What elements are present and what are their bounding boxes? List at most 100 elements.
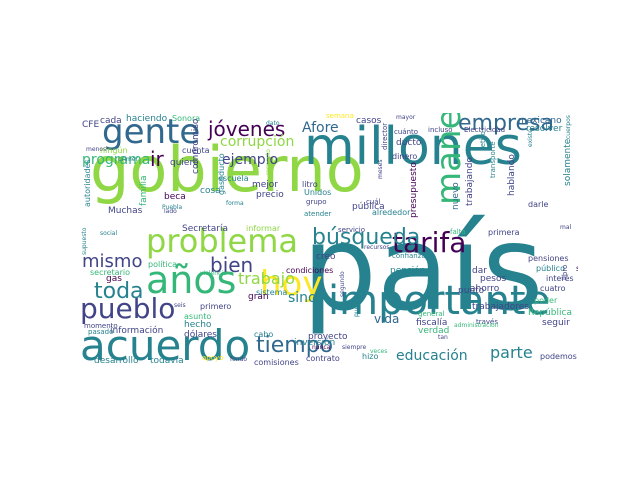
word: interés [546, 274, 574, 283]
word: problema [146, 222, 299, 260]
word: informar [246, 224, 281, 233]
word: gas [106, 274, 122, 284]
word: Electricidad [464, 126, 506, 134]
word: tiempo [256, 333, 334, 358]
word: escuela [218, 174, 249, 183]
word: tarifa [392, 226, 467, 259]
word: primer [118, 156, 138, 163]
word: semana [326, 113, 354, 120]
word: sino [288, 290, 317, 306]
word: seguir [542, 318, 570, 328]
word: desarrollo [94, 356, 139, 366]
word: grupo [306, 198, 327, 206]
word: ahorro [470, 284, 500, 294]
word: recursos [364, 244, 390, 251]
word: siempre [342, 344, 367, 351]
word: mejor [252, 180, 279, 190]
word: cuenta [182, 146, 210, 155]
word: todavía [150, 356, 184, 366]
word: contrato [306, 354, 340, 363]
word: primero [200, 302, 232, 311]
word: cuánto [394, 128, 419, 136]
word: sistema [256, 288, 288, 297]
word: punto [458, 286, 485, 296]
word: tan [438, 334, 448, 341]
word: respecto [265, 149, 272, 175]
word: hizo [362, 352, 379, 361]
word: secretario [90, 268, 130, 277]
word: puedan [353, 294, 360, 317]
word: través [476, 318, 499, 326]
word: ducto [396, 138, 422, 148]
word: social [100, 230, 118, 237]
word: programa [82, 152, 151, 168]
word: ir [150, 147, 164, 171]
word: mayor [396, 114, 416, 121]
word: pensión [390, 266, 426, 276]
word: cuál [366, 198, 381, 206]
word: beca [164, 192, 186, 202]
word: millones [304, 117, 522, 177]
word: cuatro [540, 284, 566, 293]
word: trabajadores [472, 302, 529, 312]
word: confianza [392, 252, 426, 260]
word: Muchas [108, 206, 143, 216]
word: política [148, 260, 178, 269]
word: mismo [82, 251, 143, 272]
word: trabajo [238, 269, 295, 288]
word: búsqueda [312, 225, 421, 250]
word: mal [560, 224, 572, 231]
word: CFE [82, 120, 100, 130]
word: servicio [338, 226, 365, 234]
word: pensiones [528, 254, 569, 263]
word: violencia [200, 270, 227, 277]
word: dar [472, 266, 487, 276]
word: poder [534, 296, 558, 305]
word: pueblo [80, 292, 176, 325]
word: ningún [100, 146, 128, 155]
word: transporte [489, 141, 497, 178]
word: gente [102, 113, 201, 152]
word: jóvenes [208, 117, 286, 141]
word: país [302, 199, 544, 337]
word: veces [370, 348, 388, 355]
word: incluso [428, 126, 453, 134]
word: director [381, 122, 389, 150]
word: familia [139, 175, 149, 206]
word: primera [488, 228, 520, 237]
word: educación [396, 348, 468, 364]
word: administración [454, 322, 499, 329]
word: corrupción [220, 134, 295, 150]
word: lado [164, 208, 177, 215]
word: parte [490, 343, 533, 362]
word: acuerdo [80, 321, 251, 369]
word: verdad [418, 326, 450, 336]
word: nuevo [451, 182, 461, 210]
word: supuesto [81, 227, 88, 255]
word: podemos [540, 352, 577, 361]
word: apoyo [202, 354, 224, 362]
word: años [146, 258, 237, 302]
word: público [536, 264, 565, 273]
word: gasoducto [217, 153, 226, 195]
word: casos [356, 116, 382, 126]
word: información [110, 326, 164, 336]
word: fondo [230, 356, 248, 363]
word: fiscalía [416, 318, 448, 328]
word: hablando [507, 154, 517, 196]
word: ejemplo [222, 152, 279, 168]
word: precio [256, 190, 284, 200]
word: autoridades [83, 159, 92, 207]
word: creo [316, 252, 336, 262]
word: falta [450, 228, 466, 236]
word: general [418, 310, 445, 318]
word: retiro [479, 131, 487, 150]
word: forma [226, 200, 244, 207]
word: mexicano [518, 116, 562, 126]
word: dato [266, 120, 280, 127]
word: cuerpos [565, 115, 572, 139]
word: libro [561, 264, 569, 280]
word: cada [100, 116, 122, 126]
word: compromiso [191, 118, 201, 174]
word: resolver [526, 124, 563, 134]
